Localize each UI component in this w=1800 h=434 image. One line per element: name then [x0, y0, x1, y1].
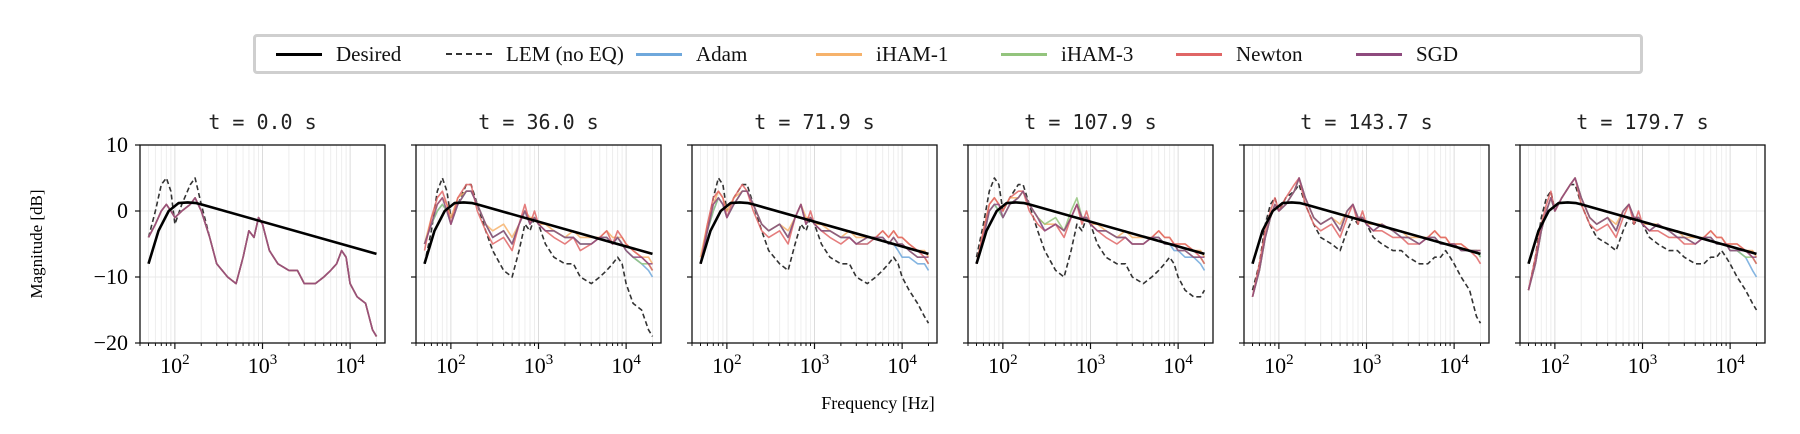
x-axis-label: Frequency [Hz] — [821, 393, 934, 413]
legend-item-sgd: SGD — [1356, 37, 1458, 71]
legend-swatch-iham-3 — [1001, 52, 1047, 56]
series-newton — [423, 183, 654, 271]
legend-item-lem-no-eq: LEM (no EQ) — [446, 37, 624, 71]
panel-5: 102 103 104 t = 143.7 s — [1239, 110, 1490, 378]
legend-label: LEM (no EQ) — [506, 41, 624, 66]
legend-label: Adam — [696, 41, 748, 66]
series-sgd — [423, 190, 653, 265]
x-tick-label: 103 — [1352, 352, 1382, 378]
legend: Desired LEM (no EQ) Adam iHAM-1 iHAM-3 Newton… — [253, 34, 1643, 74]
x-tick-label: 103 — [1076, 352, 1106, 378]
x-tick-label: 104 — [1163, 352, 1193, 378]
panel-title: t = 71.9 s — [754, 110, 874, 134]
panel-3: 102 103 104 t = 71.9 s — [687, 110, 938, 378]
series-newton — [699, 183, 930, 265]
legend-label: SGD — [1416, 41, 1459, 66]
panel-title: t = 36.0 s — [478, 110, 598, 134]
legend-label: iHAM-1 — [876, 41, 949, 66]
series-sgd — [699, 190, 929, 264]
y-axis-label: Magnitude [dB] — [27, 189, 46, 298]
x-tick-label: 103 — [1628, 352, 1658, 378]
panel-4: 102 103 104 t = 107.9 s — [963, 110, 1214, 378]
legend-label: iHAM-3 — [1061, 41, 1134, 66]
x-tick-label: 102 — [436, 352, 466, 378]
panel-6: 102 103 104 t = 179.7 s — [1515, 110, 1766, 378]
series-desired — [1251, 201, 1481, 265]
series-desired — [699, 201, 929, 265]
series-desired — [423, 201, 653, 265]
series-desired — [147, 201, 377, 265]
y-tick-label: −10 — [94, 264, 128, 289]
legend-swatch-iham-1 — [816, 52, 862, 56]
legend-item-iham-3: iHAM-3 — [1001, 37, 1133, 71]
x-tick-label: 102 — [1540, 352, 1570, 378]
x-tick-label: 103 — [524, 352, 554, 378]
x-tick-label: 103 — [248, 352, 278, 378]
x-tick-label: 102 — [1264, 352, 1294, 378]
panel-title: t = 0.0 s — [208, 110, 316, 134]
panel-title: t = 143.7 s — [1300, 110, 1432, 134]
legend-swatch-desired — [276, 52, 322, 56]
legend-swatch-lem-no-eq — [446, 53, 492, 55]
legend-item-desired: Desired — [276, 37, 401, 71]
legend-item-adam: Adam — [636, 37, 747, 71]
x-tick-label: 104 — [1715, 352, 1745, 378]
x-tick-label: 103 — [800, 352, 830, 378]
panel-2: 102 103 104 t = 36.0 s — [411, 110, 662, 378]
x-tick-label: 104 — [335, 352, 365, 378]
y-tick-label: −20 — [94, 330, 128, 355]
legend-swatch-newton — [1176, 52, 1222, 56]
y-tick-label: 10 — [106, 132, 128, 157]
x-tick-label: 104 — [887, 352, 917, 378]
x-tick-label: 104 — [1439, 352, 1469, 378]
x-tick-label: 102 — [988, 352, 1018, 378]
legend-label: Desired — [336, 41, 402, 66]
legend-label: Newton — [1236, 41, 1303, 66]
x-tick-label: 102 — [160, 352, 190, 378]
legend-swatch-sgd — [1356, 52, 1402, 56]
series-desired — [975, 201, 1205, 265]
panel-title: t = 107.9 s — [1024, 110, 1156, 134]
series-sgd — [147, 197, 378, 337]
y-tick-label: 0 — [117, 198, 128, 223]
legend-item-newton: Newton — [1176, 37, 1303, 71]
x-tick-label: 104 — [611, 352, 641, 378]
x-tick-label: 102 — [712, 352, 742, 378]
legend-item-iham-1: iHAM-1 — [816, 37, 948, 71]
panel-title: t = 179.7 s — [1576, 110, 1708, 134]
legend-swatch-adam — [636, 52, 682, 56]
series-lem-no-eq — [147, 177, 378, 337]
series-desired — [1527, 201, 1757, 265]
panel-1: 102 103 104 10 0 −10 −20 t = 0.0 s — [94, 110, 386, 378]
